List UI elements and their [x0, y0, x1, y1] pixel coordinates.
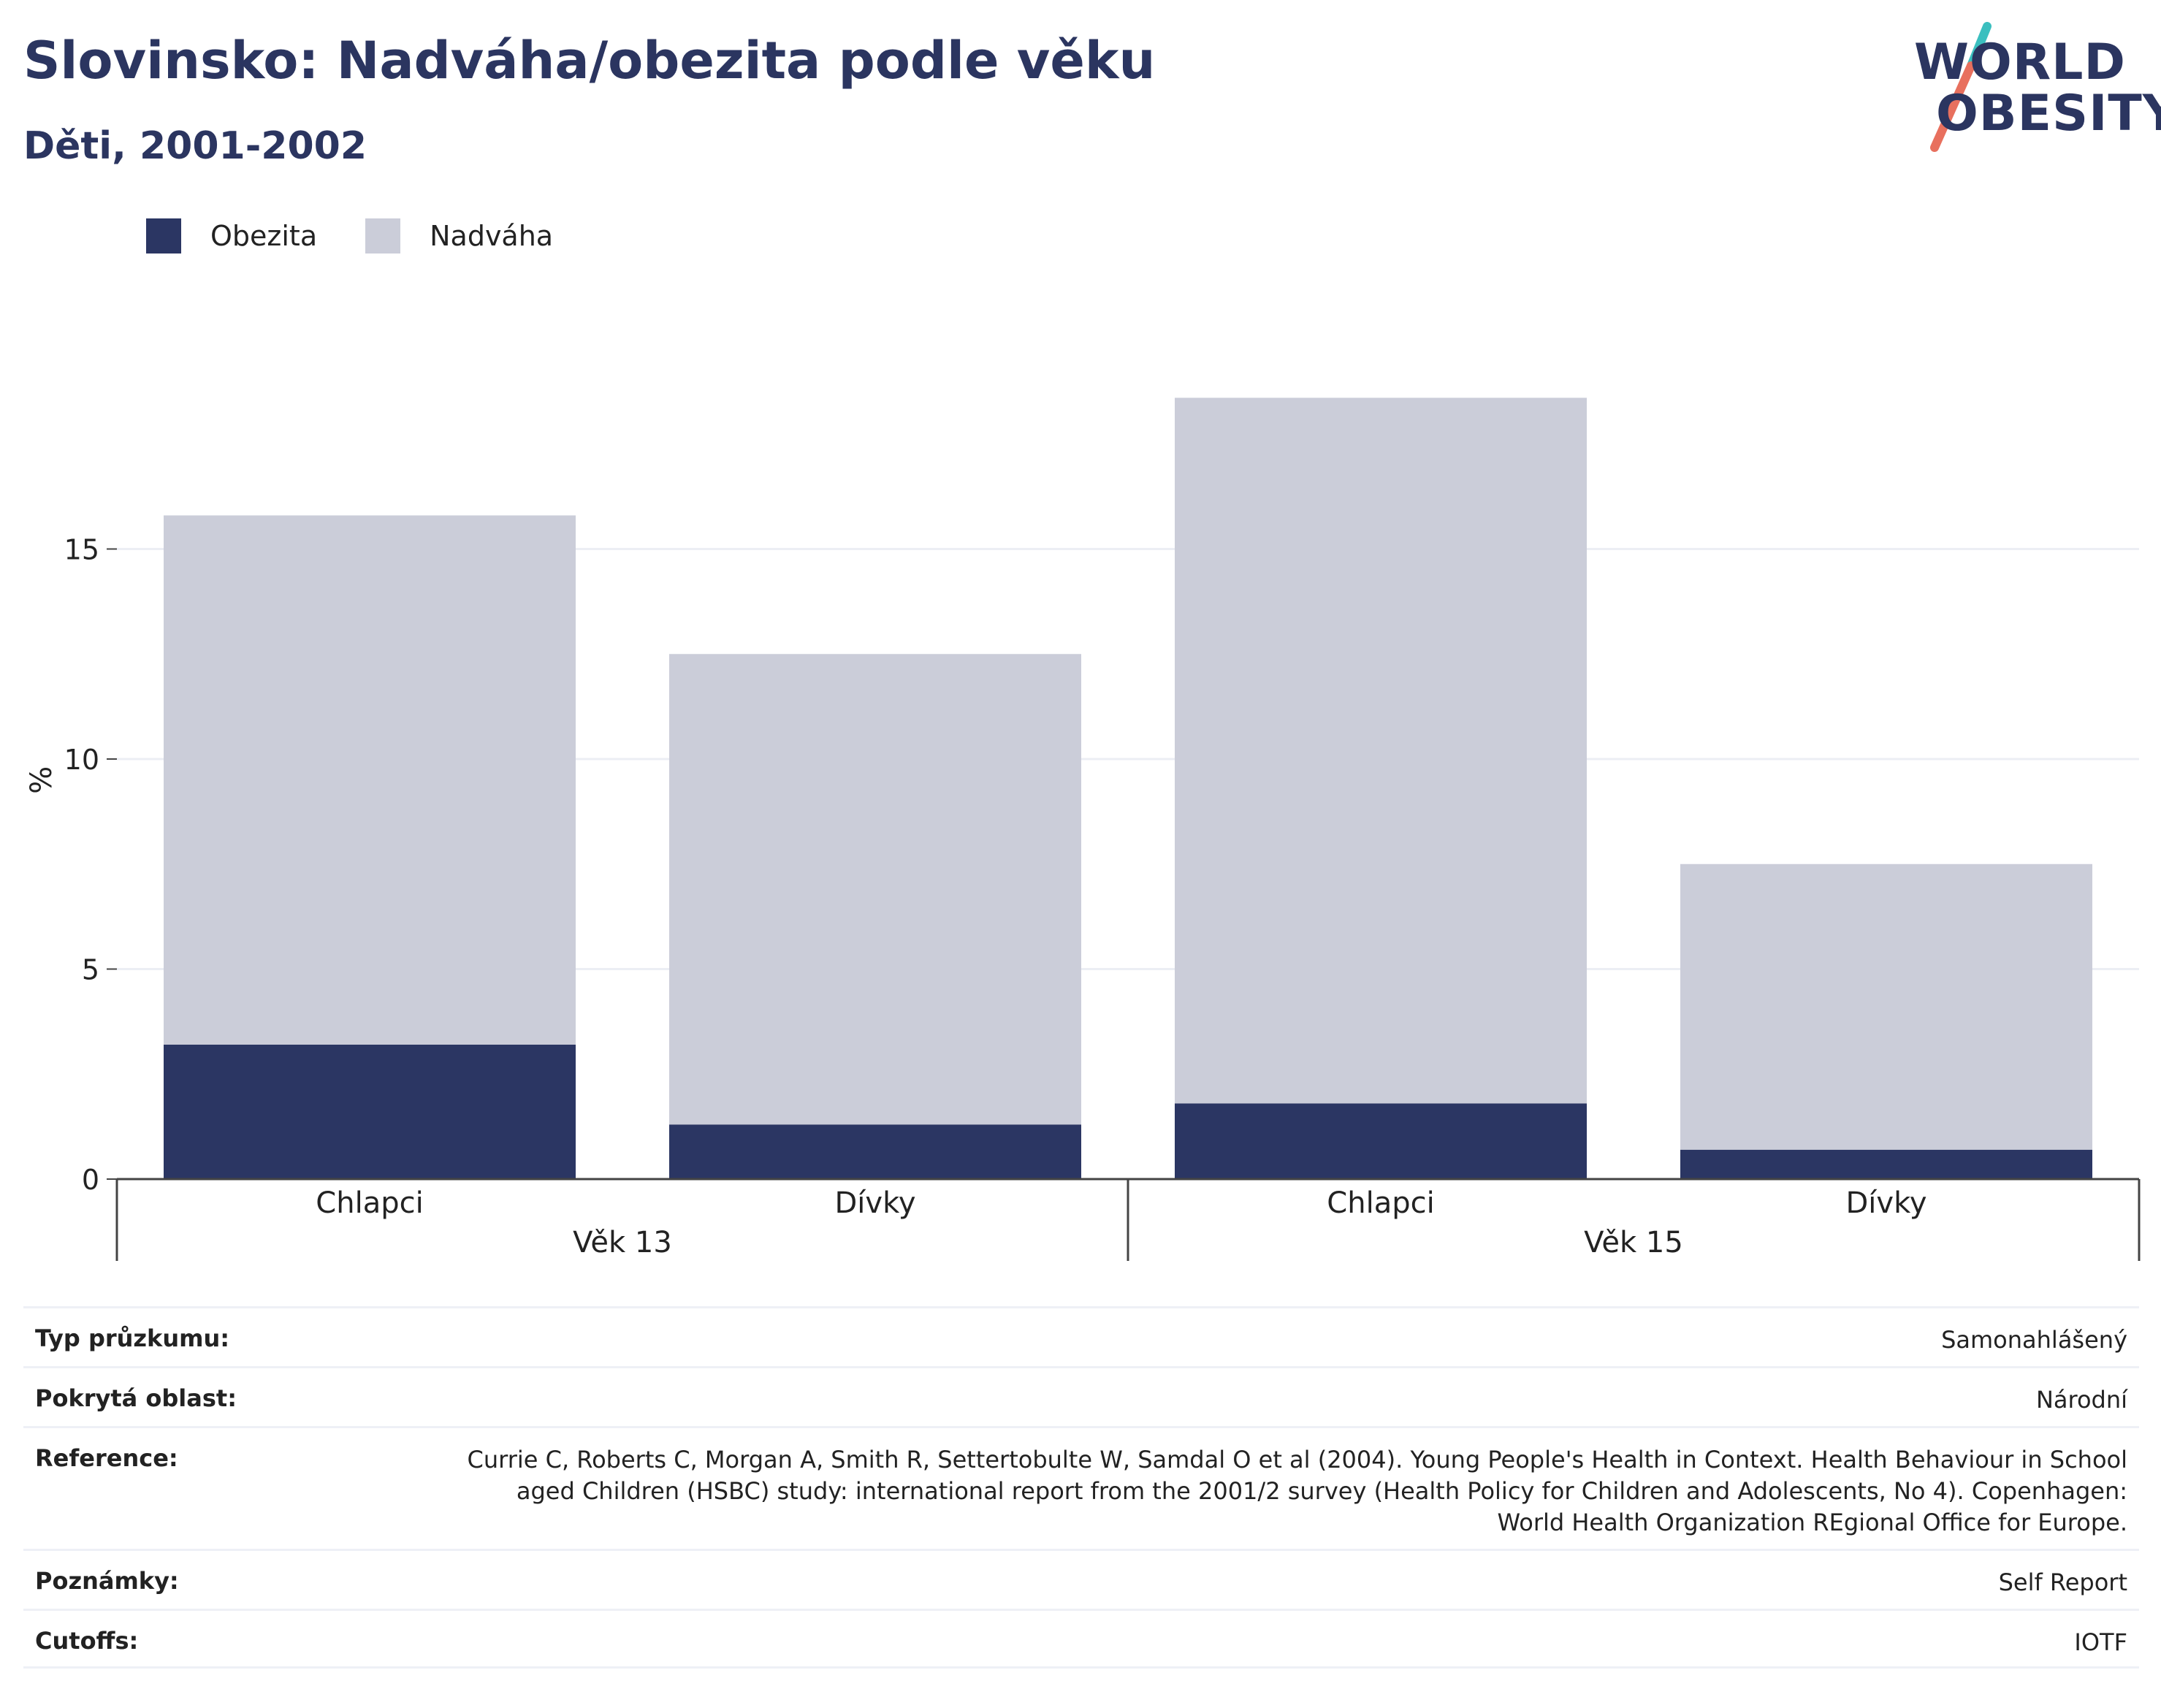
metadata-table: Typ průzkumu: Samonahlášený Pokrytá obla…: [23, 1306, 2139, 1669]
meta-row-area: Pokrytá oblast: Národní: [23, 1366, 2139, 1426]
bar-obezita: [669, 1124, 1081, 1179]
bar-obezita: [164, 1045, 576, 1179]
legend-item-nadvaha[interactable]: Nadváha: [365, 218, 553, 253]
chart-subtitle: Děti, 2001-2002: [23, 124, 367, 168]
bar-nadvaha: [164, 515, 576, 1045]
legend-label-obezita: Obezita: [210, 220, 318, 252]
world-obesity-logo: WORLD OBESITY: [1899, 22, 2161, 153]
meta-key: Poznámky:: [35, 1567, 179, 1595]
meta-row-notes: Poznámky: Self Report: [23, 1549, 2139, 1609]
x-tick-label: Chlapci: [316, 1186, 423, 1220]
meta-value: Currie C, Roberts C, Morgan A, Smith R, …: [467, 1446, 2127, 1536]
y-tick-label: 10: [64, 744, 99, 776]
meta-row-cutoffs: Cutoffs: IOTF: [23, 1609, 2139, 1669]
meta-key: Cutoffs:: [35, 1627, 139, 1655]
legend-label-nadvaha: Nadváha: [430, 220, 554, 252]
logo-slash-icon: [1930, 22, 1992, 152]
meta-key: Reference:: [35, 1444, 178, 1472]
x-tick-label: Dívky: [835, 1186, 916, 1220]
bar-chart: 0 5 10 15% Chlapci Dívky Chlapci Dívky Věk 13 Věk…: [25, 397, 2141, 1261]
bar-nadvaha: [1175, 397, 1587, 1104]
legend-swatch-obezita: [146, 218, 181, 253]
meta-value: Samonahlášený: [1941, 1326, 2127, 1354]
meta-key: Pokrytá oblast:: [35, 1384, 237, 1412]
meta-row-reference: Reference: Currie C, Roberts C, Morgan A…: [23, 1426, 2139, 1549]
bar-nadvaha: [1680, 863, 2092, 1150]
bar-obezita: [1175, 1103, 1587, 1179]
chart-legend: Obezita Nadváha: [146, 218, 601, 254]
meta-value: Self Report: [1998, 1568, 2127, 1596]
meta-value: IOTF: [2074, 1628, 2127, 1656]
y-tick-label: 5: [82, 954, 99, 986]
y-tick-label: 0: [82, 1164, 99, 1196]
logo-word-1: WORLD: [1914, 34, 2126, 91]
logo-word-2: OBESITY: [1936, 85, 2161, 142]
meta-value: Národní: [2035, 1386, 2127, 1414]
x-tick-label: Chlapci: [1327, 1186, 1434, 1220]
bar-nadvaha: [669, 654, 1081, 1125]
chart-title: Slovinsko: Nadváha/obezita podle věku: [23, 31, 1156, 91]
group-label: Věk 15: [1584, 1226, 1683, 1259]
y-tick-label: 15: [64, 534, 99, 566]
group-label: Věk 13: [573, 1226, 672, 1259]
meta-row-survey-type: Typ průzkumu: Samonahlášený: [23, 1306, 2139, 1366]
y-axis-label: %: [25, 766, 58, 794]
legend-item-obezita[interactable]: Obezita: [146, 218, 317, 253]
meta-key: Typ průzkumu:: [35, 1324, 230, 1352]
legend-swatch-nadvaha: [365, 218, 401, 253]
x-tick-label: Dívky: [1846, 1186, 1927, 1220]
bar-obezita: [1680, 1149, 2092, 1179]
